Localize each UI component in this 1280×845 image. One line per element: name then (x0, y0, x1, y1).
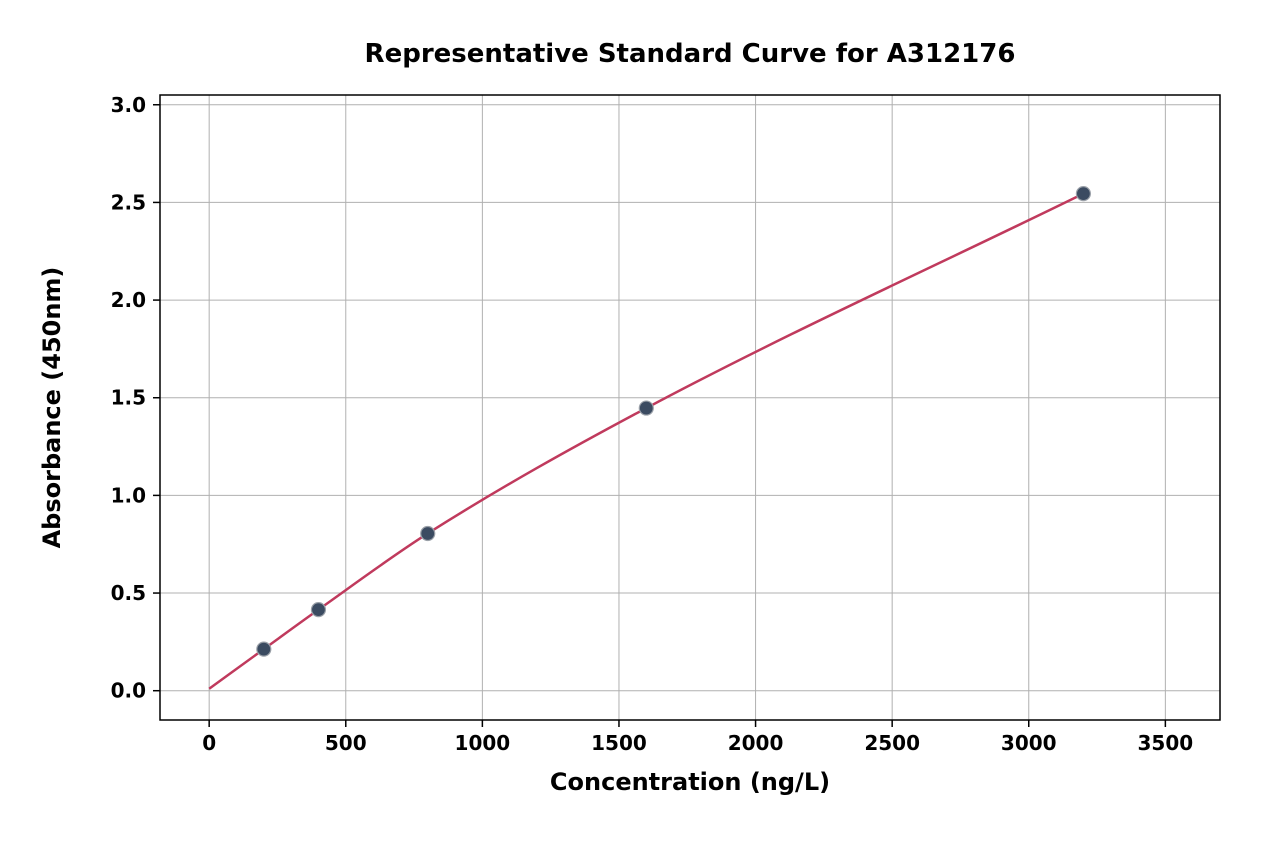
x-tick-label: 3500 (1138, 731, 1194, 755)
data-point (257, 642, 271, 656)
x-tick-label: 0 (202, 731, 216, 755)
x-tick-label: 2000 (728, 731, 784, 755)
data-point (639, 401, 653, 415)
y-tick-label: 2.0 (111, 288, 146, 312)
x-tick-label: 2500 (864, 731, 920, 755)
y-axis-label: Absorbance (450nm) (38, 267, 66, 549)
data-point (421, 526, 435, 540)
data-point (311, 603, 325, 617)
y-tick-label: 1.5 (111, 386, 146, 410)
y-tick-label: 1.0 (111, 483, 146, 507)
x-tick-label: 1500 (591, 731, 647, 755)
x-tick-label: 500 (325, 731, 367, 755)
data-markers (257, 187, 1091, 656)
fit-curve (209, 194, 1083, 689)
y-tick-label: 0.0 (111, 679, 146, 703)
y-tick-label: 3.0 (111, 93, 146, 117)
y-tick-label: 2.5 (111, 190, 146, 214)
grid (160, 95, 1220, 720)
data-point (1076, 187, 1090, 201)
standard-curve-chart: 0 500 1000 1500 2000 2500 3000 3500 0.0 0.5 1.0 1.5… (0, 0, 1280, 845)
chart-container: 0 500 1000 1500 2000 2500 3000 3500 0.0 0.5 1.0 1.5… (0, 0, 1280, 845)
axes: 0 500 1000 1500 2000 2500 3000 3500 0.0 0.5 1.0 1.5… (111, 93, 1220, 755)
x-tick-label: 1000 (455, 731, 511, 755)
x-tick-label: 3000 (1001, 731, 1057, 755)
y-tick-label: 0.5 (111, 581, 146, 605)
x-axis-label: Concentration (ng/L) (550, 768, 830, 796)
chart-title: Representative Standard Curve for A31217… (365, 39, 1016, 69)
